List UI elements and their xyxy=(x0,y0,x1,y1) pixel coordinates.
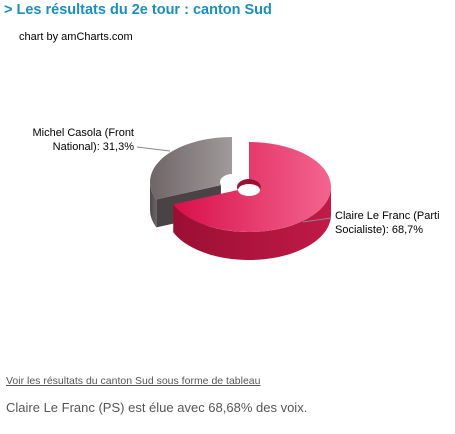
pie-slice-0[interactable] xyxy=(173,142,331,260)
slice-label-0-line-0: Claire Le Franc (Parti xyxy=(335,210,440,222)
label-leader-1 xyxy=(136,146,171,152)
pie-slice-0-top[interactable] xyxy=(173,142,331,232)
label-leader-0 xyxy=(302,217,332,223)
results-summary: Claire Le Franc (PS) est élue avec 68,68… xyxy=(6,400,308,415)
results-table-link[interactable]: Voir les résultats du canton Sud sous fo… xyxy=(6,375,261,387)
chart-credit[interactable]: chart by amCharts.com xyxy=(19,31,133,43)
slice-label-1-line-0: Michel Casola (Front xyxy=(33,127,134,139)
pie-slice-0-wall xyxy=(173,187,331,260)
pie-slice-1-top[interactable] xyxy=(150,137,232,200)
slice-label-1: Michel Casola (Front National): 31,3% xyxy=(33,127,135,153)
slice-label-1-line-1: National): 31,3% xyxy=(53,141,135,153)
slice-label-0: Claire Le Franc (Parti Socialiste): 68,7% xyxy=(335,210,440,236)
slice-label-0-line-1: Socialiste): 68,7% xyxy=(335,224,423,236)
page-title: > Les résultats du 2e tour : canton Sud xyxy=(4,2,272,18)
pie-slice-1-wall xyxy=(150,182,157,228)
donut-hole xyxy=(237,179,261,196)
